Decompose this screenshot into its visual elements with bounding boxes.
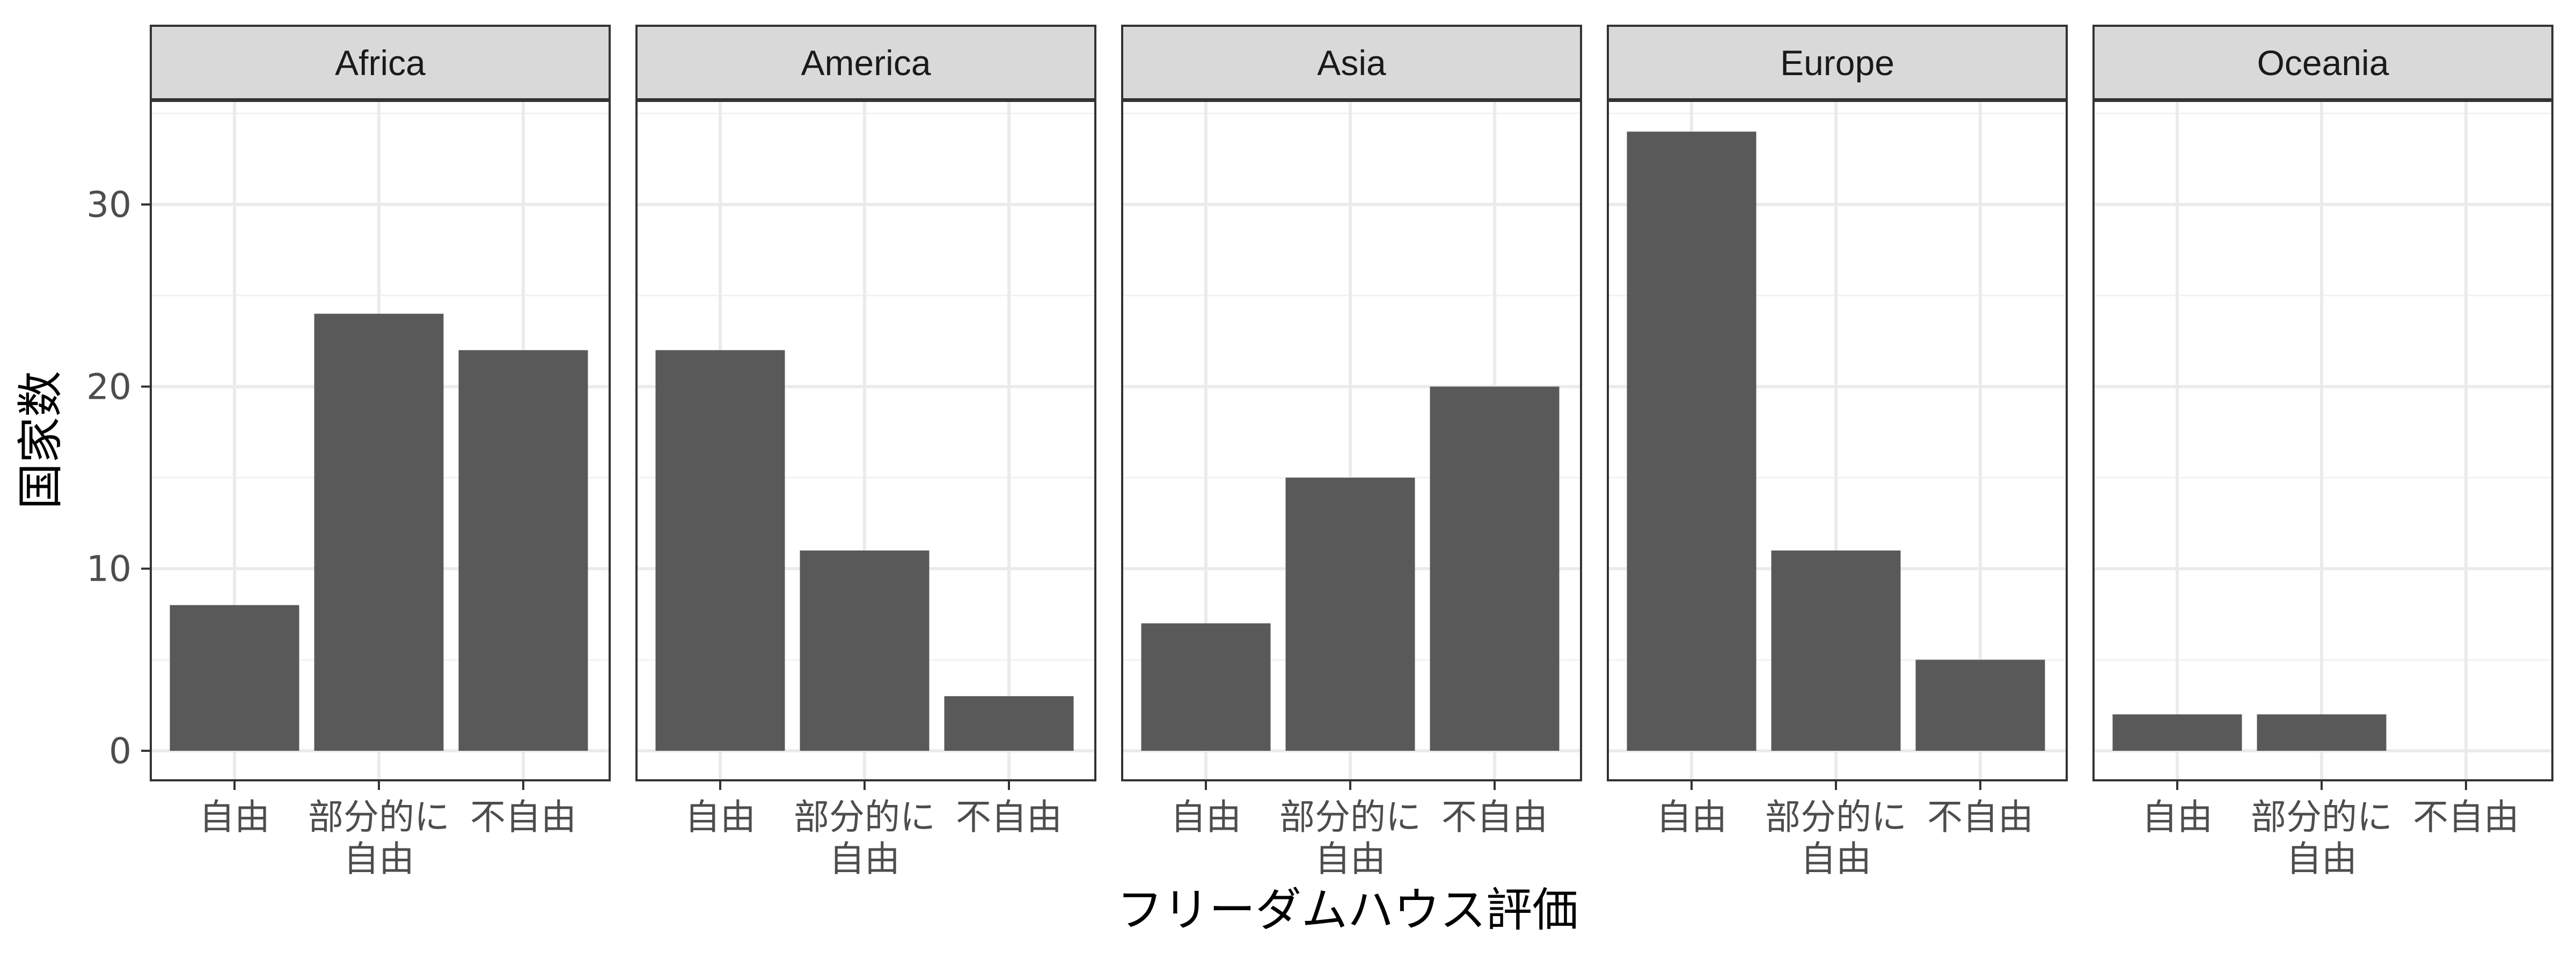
facet-strip	[635, 25, 1096, 100]
x-tick-label: 自由	[199, 796, 270, 838]
x-tick-label: 不自由	[956, 796, 1062, 838]
bar	[314, 313, 444, 751]
x-tick-label: 自由	[1656, 796, 1727, 838]
y-tick-label: 10	[86, 548, 131, 590]
bar	[1771, 550, 1901, 751]
y-axis: 0 10 20 30	[86, 184, 151, 772]
x-tick-label: 不自由	[2413, 796, 2519, 838]
panel-border	[1121, 100, 1582, 781]
facet-strip	[1121, 25, 1582, 100]
facet-strip	[2092, 25, 2553, 100]
x-tick-label: 不自由	[1441, 796, 1548, 838]
x-tick-label: 部分的に自由	[1765, 796, 1907, 880]
facet-label: Oceania	[2257, 43, 2389, 83]
bar	[1430, 386, 1560, 751]
facet-label: Africa	[335, 43, 426, 83]
facet-label: Asia	[1317, 43, 1386, 83]
y-tick-label: 20	[86, 366, 131, 407]
bar	[2257, 714, 2387, 751]
bar	[655, 350, 785, 751]
x-axis-title: フリーダムハウス評価	[1117, 883, 1578, 937]
x-tick-label: 自由	[2142, 796, 2213, 838]
panel-border	[2092, 100, 2553, 781]
x-tick-label: 不自由	[1927, 796, 2033, 838]
x-tick-label: 部分的に自由	[2251, 796, 2392, 880]
x-tick-label: 部分的に自由	[1279, 796, 1421, 880]
panel-border	[1607, 100, 2068, 781]
panel-border	[635, 100, 1096, 781]
y-tick-label: 30	[86, 184, 131, 225]
bar	[458, 350, 588, 751]
panel-border	[150, 100, 611, 781]
x-tick-label: 自由	[685, 796, 756, 838]
facet-label: America	[801, 43, 931, 83]
bar	[1285, 478, 1415, 751]
x-tick-label: 部分的に自由	[308, 796, 450, 880]
x-tick-label: 不自由	[470, 796, 576, 838]
bar	[170, 605, 299, 751]
y-tick-label: 0	[109, 730, 131, 772]
x-tick-label: 自由	[1170, 796, 1241, 838]
bar	[1915, 660, 2045, 751]
bar	[1141, 623, 1271, 751]
bar	[1627, 131, 1757, 751]
facet-strip	[150, 25, 611, 100]
bar	[2112, 714, 2242, 751]
bar	[944, 696, 1074, 751]
y-axis-title: 国家数	[14, 371, 68, 509]
x-tick-label: 部分的に自由	[794, 796, 935, 880]
facet-label: Europe	[1780, 43, 1894, 83]
bar	[800, 550, 930, 751]
facet-strip	[1607, 25, 2068, 100]
